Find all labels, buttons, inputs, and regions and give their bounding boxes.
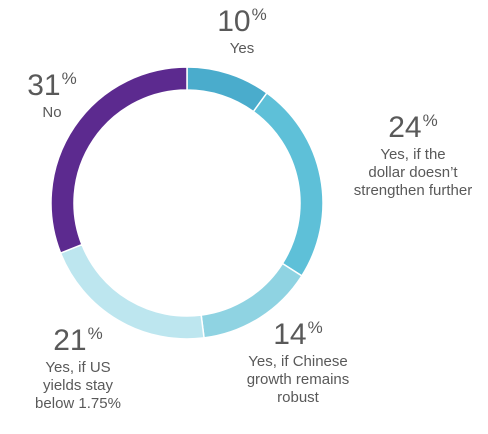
slice-percent-4: 31% [0, 68, 142, 104]
percent-symbol: % [422, 111, 438, 130]
slice-label-text: strengthen further [353, 182, 473, 199]
percent-symbol: % [61, 69, 77, 88]
donut-slice-4 [50, 66, 188, 255]
slice-label-text: Yes, if Chinese [248, 353, 348, 370]
slice-label-text: dollar doesn’t [368, 164, 458, 181]
slice-label-text: below 1.75% [35, 395, 121, 412]
slice-percent-value: 24 [388, 111, 422, 144]
slice-label-text: Yes, if US [45, 359, 111, 376]
slice-label-text: robust [277, 389, 319, 406]
slice-label-1: 24% Yes, if the dollar doesn’t strengthen f… [323, 110, 488, 200]
slice-label-text: Yes [229, 40, 255, 57]
slice-label-3: 21% Yes, if US yields stay below 1.75% [0, 323, 168, 413]
slice-label-text: growth remains [246, 371, 350, 388]
slice-label-0: 10% Yes [152, 4, 332, 58]
slice-percent-value: 10 [217, 5, 251, 38]
percent-symbol: % [87, 324, 103, 343]
percent-symbol: % [307, 318, 323, 337]
slice-label-text: yields stay [42, 377, 114, 394]
slice-percent-value: 21 [53, 324, 87, 357]
slice-percent-value: 31 [27, 69, 61, 102]
slice-percent-3: 21% [0, 323, 168, 359]
slice-label-text: Yes, if the [380, 146, 446, 163]
slice-label-4: 31% No [0, 68, 142, 122]
slice-percent-value: 14 [273, 318, 307, 351]
slice-percent-1: 24% [323, 110, 488, 146]
slice-percent-2: 14% [208, 317, 388, 353]
slice-percent-0: 10% [152, 4, 332, 40]
slice-label-text: No [42, 104, 62, 121]
percent-symbol: % [251, 5, 267, 24]
slice-label-2: 14% Yes, if Chinese growth remains robust [208, 317, 388, 407]
donut-slice-0 [186, 66, 268, 113]
donut-slice-1 [252, 91, 324, 277]
